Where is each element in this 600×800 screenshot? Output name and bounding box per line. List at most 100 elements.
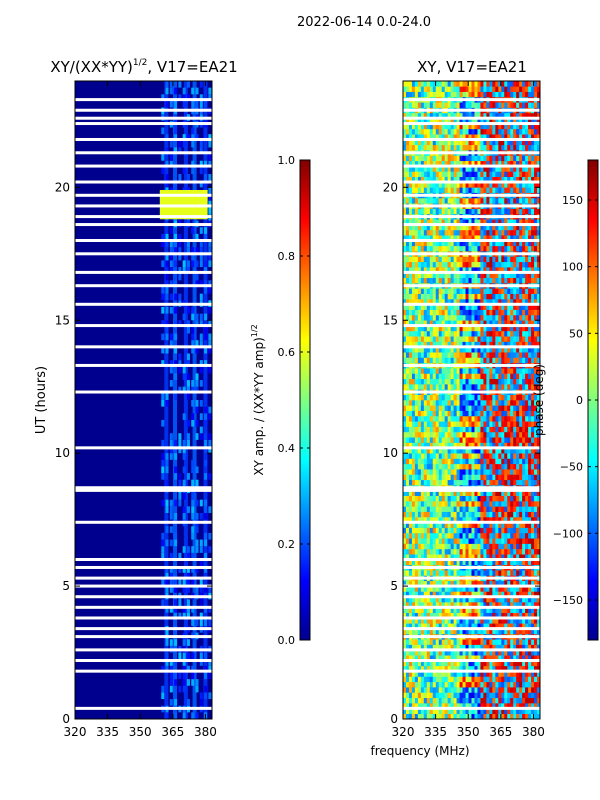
phase-cell <box>528 665 532 672</box>
phase-cell <box>417 532 422 539</box>
phase-cell <box>504 538 508 544</box>
phase-cell <box>504 400 508 406</box>
phase-cell <box>531 240 535 247</box>
amplitude-cell <box>169 140 173 148</box>
phase-cell <box>459 415 463 422</box>
phase-cell <box>474 713 478 719</box>
phase-cell <box>408 697 413 704</box>
phase-cell <box>450 639 454 645</box>
phase-cell <box>403 219 407 225</box>
amplitude-cell <box>161 240 165 248</box>
phase-cell <box>513 458 517 465</box>
phase-cell <box>432 548 437 555</box>
phase-cell <box>426 713 431 719</box>
phase-cell <box>403 245 407 252</box>
phase-cell <box>522 687 526 693</box>
phase-cell <box>444 224 448 231</box>
phase-cell <box>456 267 460 273</box>
phase-cell <box>477 267 481 273</box>
phase-cell <box>495 511 499 518</box>
phase-cell <box>486 692 490 699</box>
phase-cell <box>486 617 490 624</box>
phase-cell <box>453 458 457 465</box>
phase-cell <box>403 458 407 465</box>
phase-cell <box>516 671 520 677</box>
phase-cell <box>423 617 428 624</box>
amplitude-cell <box>174 373 178 381</box>
amplitude-cell <box>182 586 186 593</box>
phase-cell <box>447 559 451 566</box>
phase-cell <box>510 506 514 512</box>
phase-cell <box>468 532 472 539</box>
phase-cell <box>501 325 505 332</box>
amplitude-cell <box>174 127 178 135</box>
phase-cell <box>474 346 478 353</box>
phase-cell <box>435 506 440 512</box>
phase-cell <box>513 272 517 279</box>
amplitude-cell <box>174 586 178 593</box>
amplitude-cell <box>178 612 182 620</box>
amplitude-cell <box>169 253 173 261</box>
phase-cell <box>480 469 484 475</box>
phase-cell <box>441 692 445 699</box>
phase-cell <box>504 368 508 374</box>
phase-cell <box>492 357 496 364</box>
amplitude-cell <box>195 273 199 281</box>
phase-cell <box>441 267 445 273</box>
amplitude-cell <box>161 692 165 700</box>
phase-cell <box>495 527 499 534</box>
amplitude-cell <box>174 293 178 301</box>
phase-cell <box>462 341 466 348</box>
phase-cell <box>465 378 469 385</box>
amplitude-cell <box>191 413 195 420</box>
amplitude-cell <box>191 566 195 573</box>
phase-cell <box>462 692 466 699</box>
phase-cell <box>531 330 535 337</box>
amplitude-cell <box>199 699 203 706</box>
phase-cell <box>432 442 437 449</box>
phase-cell <box>459 495 463 502</box>
phase-cell <box>531 591 535 598</box>
phase-cell <box>417 341 422 348</box>
phase-cell <box>483 474 487 481</box>
phase-cell <box>447 516 451 523</box>
phase-cell <box>408 400 413 406</box>
phase-cell <box>411 421 416 427</box>
phase-cell <box>507 293 511 300</box>
phase-cell <box>459 453 463 459</box>
phase-cell <box>504 341 508 348</box>
phase-cell <box>501 245 505 252</box>
phase-cell <box>477 298 481 305</box>
phase-cell <box>492 655 496 661</box>
amplitude-cell <box>186 612 190 620</box>
phase-cell <box>444 219 448 225</box>
phase-cell <box>480 713 484 719</box>
phase-cell <box>403 224 407 231</box>
phase-cell <box>438 341 443 348</box>
phase-cell <box>462 516 466 523</box>
phase-cell <box>501 687 505 693</box>
phase-cell <box>441 245 445 252</box>
phase-cell <box>459 655 463 661</box>
phase-cell <box>441 469 445 475</box>
phase-cell <box>525 469 529 475</box>
phase-cell <box>498 336 502 342</box>
phase-cell <box>486 681 490 688</box>
phase-cell <box>444 314 448 321</box>
phase-cell <box>477 639 481 645</box>
amplitude-cell <box>191 313 195 321</box>
phase-cell <box>408 495 413 502</box>
phase-cell <box>465 298 469 305</box>
phase-cell <box>534 554 538 560</box>
phase-cell <box>414 261 419 268</box>
phase-cell <box>408 516 413 523</box>
phase-cell <box>438 649 443 656</box>
phase-cell <box>414 267 419 273</box>
phase-cell <box>417 554 422 560</box>
phase-cell <box>447 240 451 247</box>
amplitude-cell <box>191 227 195 234</box>
phase-cell <box>489 426 493 433</box>
phase-cell <box>537 352 540 358</box>
phase-cell <box>528 570 532 576</box>
phase-cell <box>414 516 419 523</box>
